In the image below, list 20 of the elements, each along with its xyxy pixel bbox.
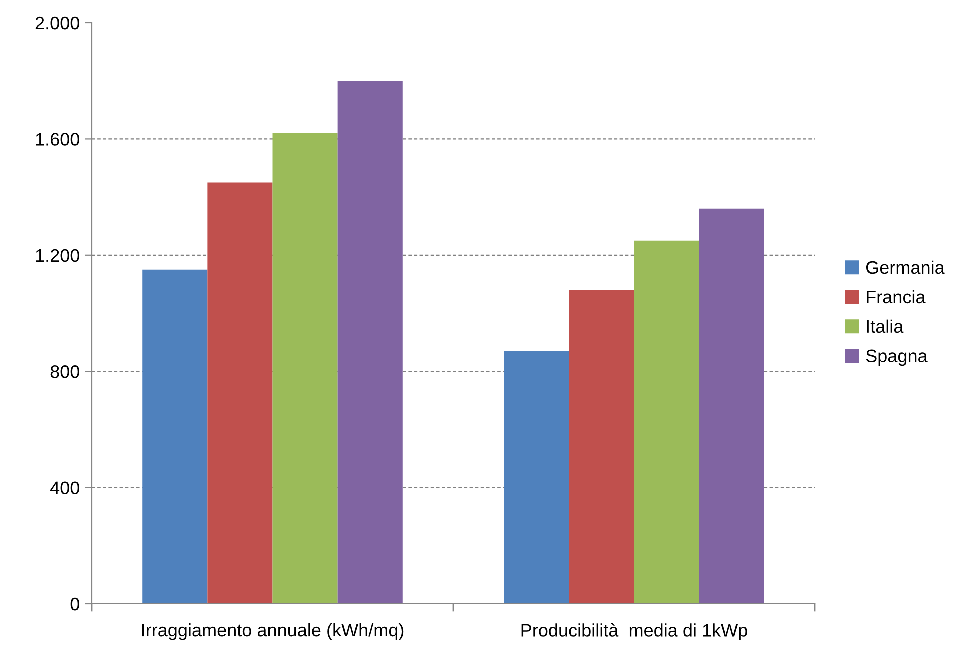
- bar: [272, 133, 338, 604]
- bar: [699, 208, 764, 604]
- legend-label: Spagna: [866, 350, 928, 366]
- y-tick-label: 0: [70, 598, 80, 611]
- y-tick-label: 1.200: [36, 249, 80, 262]
- legend-label: Francia: [867, 290, 926, 304]
- legend-label: Italia: [867, 320, 904, 334]
- bar: [504, 351, 570, 604]
- bar: [338, 81, 403, 604]
- y-tick-label: 2.000: [36, 16, 80, 30]
- bar: [208, 182, 273, 604]
- bar: [634, 240, 700, 604]
- bar: [142, 270, 208, 604]
- x-tick-label: Producibilità media di 1kWp: [522, 623, 748, 640]
- y-tick-label: 1.600: [36, 133, 80, 146]
- bar: [569, 290, 634, 604]
- y-tick-label: 800: [50, 366, 80, 378]
- y-tick-label: 400: [50, 482, 80, 495]
- x-tick-label: Irraggiamento annuale (kWh/mq): [142, 623, 404, 640]
- legend-label: Germania: [866, 260, 945, 274]
